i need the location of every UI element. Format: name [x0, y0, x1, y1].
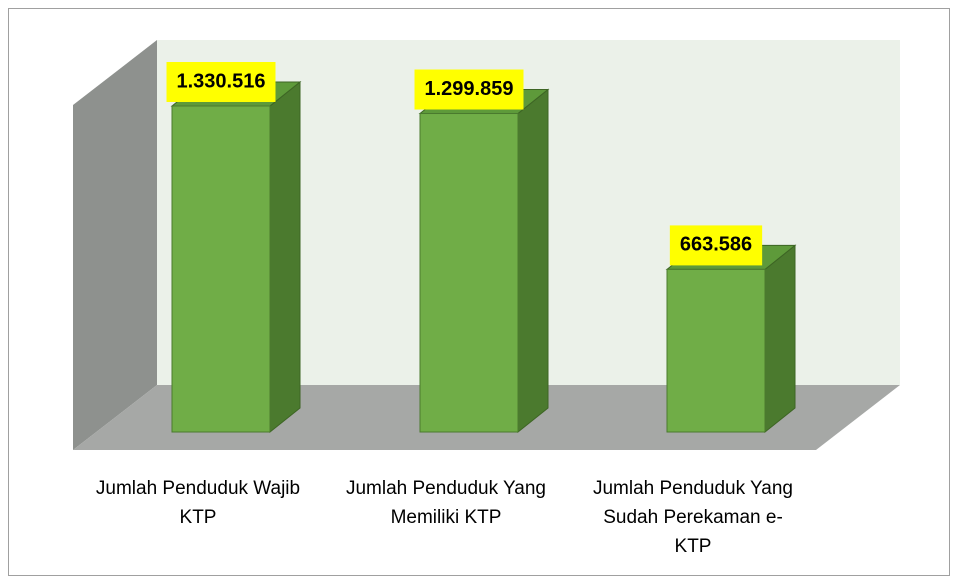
- bar: [665, 244, 797, 434]
- value-label-box: [669, 225, 763, 266]
- value-label: 663.586: [680, 234, 752, 256]
- x-tick-label: Jumlah Penduduk Wajib KTP: [95, 478, 301, 528]
- bar-front: [171, 105, 271, 433]
- x-tick-label: Jumlah Penduduk Yang Sudah Perekaman e-K…: [592, 478, 793, 557]
- bar-side: [517, 88, 549, 434]
- x-tick-label: Jumlah Penduduk Yang Memiliki KTP: [345, 478, 546, 528]
- value-label-box: [166, 62, 276, 102]
- bar: [170, 80, 302, 434]
- bar-front: [419, 113, 519, 433]
- bar: [418, 88, 550, 434]
- value-label: 1.330.516: [177, 70, 266, 92]
- bar-side: [269, 80, 301, 434]
- bar-side: [764, 244, 796, 434]
- value-label: 1.299.859: [425, 78, 514, 100]
- side-wall: [73, 40, 157, 450]
- value-label-box: [414, 69, 524, 110]
- bar-front: [666, 268, 766, 433]
